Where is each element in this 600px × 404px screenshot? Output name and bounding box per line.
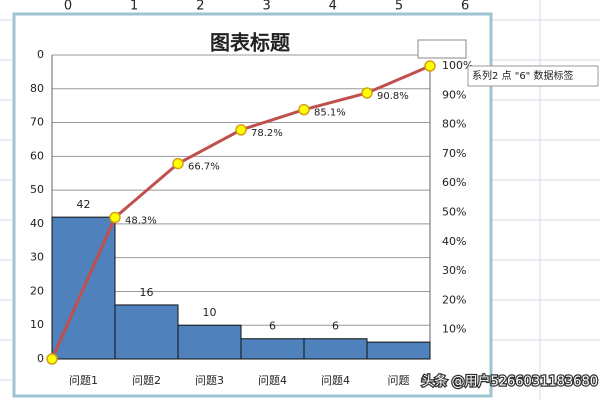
y2-tick-label: 90% [442,88,466,101]
line-point [46,353,58,365]
x-tick-label: 问题4 [258,374,287,387]
line-point [109,211,121,224]
line-point [172,157,184,170]
y-tick-label: 0 [37,352,44,365]
y2-tick-label: 30% [442,264,466,277]
tooltip-box [467,65,599,87]
chart-title: 图表标题 [210,31,291,55]
line-value-label: 90.8% [377,91,409,102]
y2-tick-label: 10% [442,323,466,336]
bar-value-label: 42 [77,198,91,211]
y-tick-label: 20 [30,284,44,297]
line-point [424,60,436,72]
y2-tick-label: 20% [442,293,466,306]
x2-tick-label: 4 [329,0,337,14]
bar-value-label: 6 [332,320,339,333]
y-tick-label: 10 [30,318,44,331]
selected-label-box[interactable] [417,39,467,59]
bar [303,338,368,360]
y-tick-label: 30 [30,251,44,264]
x-tick-label: 问题1 [69,374,98,387]
x2-tick-label: 2 [196,0,204,14]
y-tick-label: 70 [30,116,44,129]
y-tick-label: 60 [30,149,44,162]
bar-value-label: 10 [203,306,217,319]
line-point [361,87,373,99]
y2-tick-label: 80% [442,118,466,131]
tooltip: 系列2 点 "6" 数据标签 [472,69,573,82]
line-value-label: 48.3% [125,215,157,226]
y2-tick-label: 40% [442,235,466,248]
y-tick-label: 50 [30,183,44,196]
line-value-label: 85.1% [314,108,346,119]
y2-tick-label: 70% [442,147,466,160]
x2-tick-label: 6 [461,0,469,14]
y2-tick-label: 100% [442,59,473,72]
x-tick-label: 问题 [388,374,410,387]
x2-tick-label: 3 [262,0,270,14]
x2-tick-label: 5 [395,0,403,14]
watermark: 头条 @用户5266031183680 [421,374,598,390]
y-tick-label: 80 [30,82,44,95]
line-value-label: 66.7% [188,162,220,173]
bar [114,304,179,360]
line-value-label: 78.2% [251,128,283,139]
bar-value-label: 16 [140,286,154,299]
bar-value-label: 6 [269,320,276,333]
y-tick-label: 0 [37,48,44,61]
bar [240,338,305,360]
x-tick-label: 问题3 [195,374,224,387]
plot: 01020304050607080010%20%30%40%50%60%70%8… [30,0,473,387]
y-tick-label: 40 [30,217,44,230]
x-tick-label: 问题4 [321,374,350,387]
x2-tick-label: 0 [64,0,72,14]
bar [366,341,431,360]
y2-tick-label: 50% [442,206,466,219]
line-point [235,124,247,136]
x2-tick-label: 1 [130,0,138,14]
line-point [298,103,310,116]
y2-tick-label: 60% [442,176,466,189]
bar [177,324,242,360]
x-tick-label: 问题2 [132,374,161,387]
